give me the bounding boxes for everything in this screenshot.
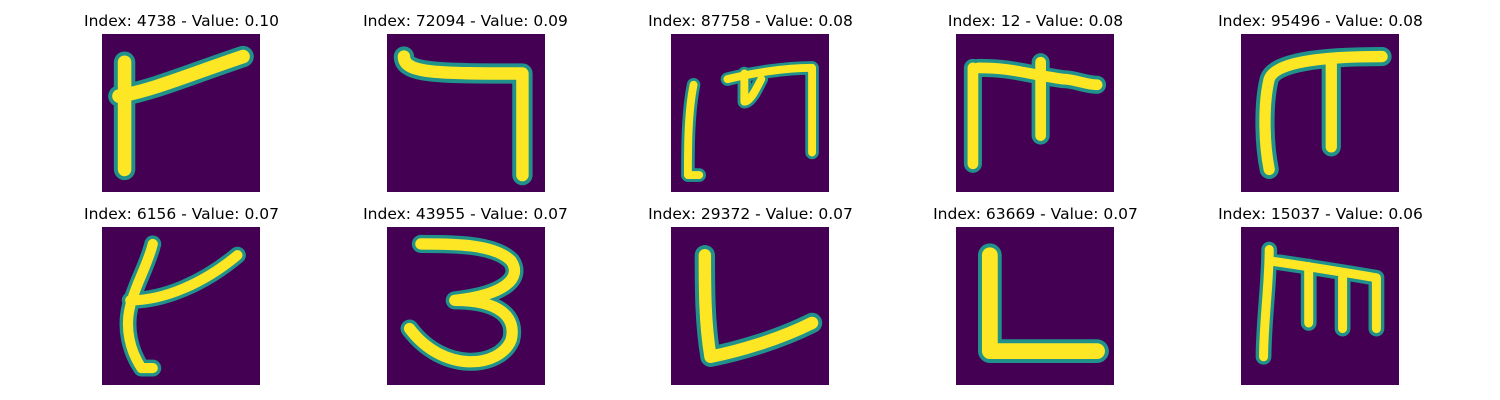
glyph-svg (102, 34, 260, 192)
glyph-svg (671, 34, 829, 192)
panel-title: Index: 12 - Value: 0.08 (947, 12, 1124, 30)
glyph-svg (1241, 34, 1399, 192)
digit-image (387, 227, 545, 385)
digit-image (671, 227, 829, 385)
digit-image (1241, 34, 1399, 192)
glyph-svg (387, 227, 545, 385)
digit-image (956, 227, 1114, 385)
panel-title: Index: 29372 - Value: 0.07 (648, 205, 853, 223)
panel-title: Index: 43955 - Value: 0.07 (363, 205, 568, 223)
panel-title: Index: 15037 - Value: 0.06 (1218, 205, 1423, 223)
panel-title: Index: 63669 - Value: 0.07 (933, 205, 1138, 223)
panel-title: Index: 4738 - Value: 0.10 (84, 12, 279, 30)
panel-title: Index: 87758 - Value: 0.08 (648, 12, 853, 30)
glyph-svg (1241, 227, 1399, 385)
digit-image (956, 34, 1114, 192)
panel-title: Index: 72094 - Value: 0.09 (363, 12, 568, 30)
digit-image (387, 34, 545, 192)
digit-image (1241, 227, 1399, 385)
panel-title: Index: 95496 - Value: 0.08 (1218, 12, 1423, 30)
glyph-svg (956, 34, 1114, 192)
glyph-svg (387, 34, 545, 192)
digit-image (671, 34, 829, 192)
digit-image (102, 227, 260, 385)
panel-title: Index: 6156 - Value: 0.07 (84, 205, 279, 223)
glyph-svg (102, 227, 260, 385)
digit-image (102, 34, 260, 192)
glyph-svg (956, 227, 1114, 385)
glyph-svg (671, 227, 829, 385)
